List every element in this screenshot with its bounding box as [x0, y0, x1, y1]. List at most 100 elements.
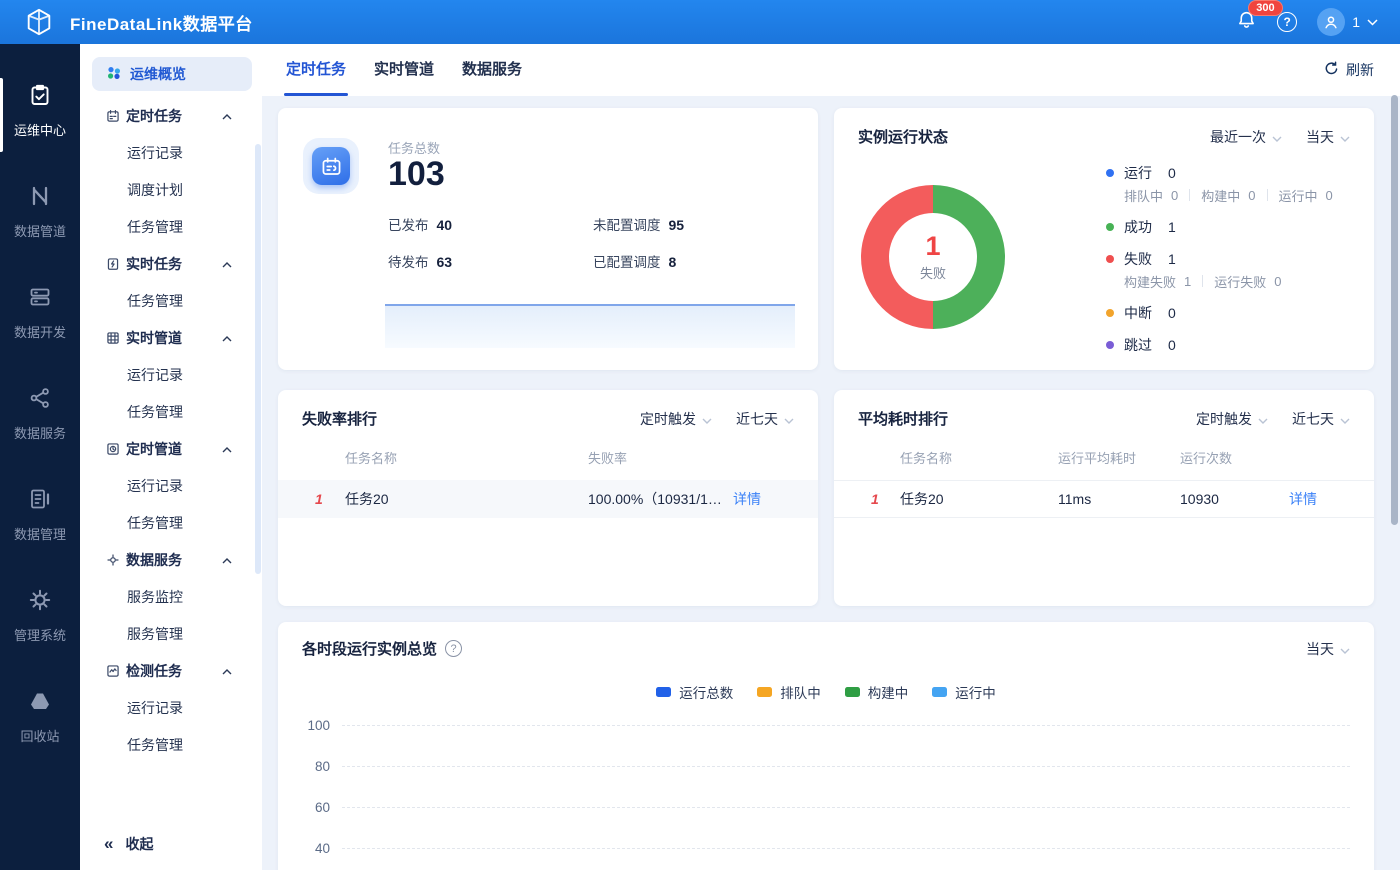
chart-range-filter[interactable]: 当天 — [1306, 639, 1350, 659]
instance-status-card: 实例运行状态 最近一次 当天 1 失败 — [834, 108, 1374, 370]
clock-icon — [106, 442, 120, 456]
dot-icon — [1106, 309, 1114, 317]
rail-item-label: 运维中心 — [13, 123, 66, 138]
chevron-up-icon — [222, 551, 232, 569]
status-range-filter[interactable]: 当天 — [1306, 127, 1350, 147]
menu-item-run-records[interactable]: 运行记录 — [80, 467, 262, 504]
legend-total-runs: 运行总数 — [656, 682, 733, 702]
data-dev-icon — [28, 285, 52, 314]
card-title: 平均耗时排行 — [858, 411, 949, 428]
status-trigger-filter[interactable]: 最近一次 — [1210, 127, 1282, 147]
menu-group-scheduled-pipeline[interactable]: 定时管道 — [80, 430, 262, 467]
collapse-sidebar-button[interactable]: « 收起 — [80, 818, 262, 870]
menu-group-realtime-pipeline[interactable]: 实时管道 — [80, 319, 262, 356]
tab-scheduled-task[interactable]: 定时任务 — [283, 44, 349, 96]
chevron-down-icon — [1258, 411, 1268, 427]
menu-group-detect-task[interactable]: 检测任务 — [80, 652, 262, 689]
menu-group-realtime-task[interactable]: 实时任务 — [80, 245, 262, 282]
menu-item-run-records[interactable]: 运行记录 — [80, 356, 262, 393]
legend-running: 运行 0 — [1106, 162, 1358, 184]
rank-badge: 1 — [315, 491, 323, 507]
menu-item-service-management[interactable]: 服务管理 — [80, 615, 262, 652]
rail-item-recycle-bin[interactable]: 回收站 — [0, 676, 80, 777]
rail-item-system-settings[interactable]: 管理系统 — [0, 575, 80, 676]
chevron-up-icon — [222, 107, 232, 125]
secondary-menu: 运维概览 定时任务 运行记录 调度计划 任务管理 实时任务 任务管理 实时管 — [80, 44, 262, 870]
menu-item-label: 服务管理 — [127, 625, 183, 642]
menu-item-task-management[interactable]: 任务管理 — [80, 393, 262, 430]
menu-item-task-management[interactable]: 任务管理 — [80, 726, 262, 763]
rail-item-label: 管理系统 — [13, 628, 66, 643]
avg-duration-card: 平均耗时排行 定时触发 近七天 任务名称 运行平均耗时 运行次数 — [834, 390, 1374, 606]
rail-item-data-pipeline[interactable]: 数据管道 — [0, 171, 80, 272]
help-icon[interactable]: ? — [445, 640, 463, 657]
status-legend: 运行 0 排队中 0 构建中 0 运行中 0 成功 1 失败 1 构建失败 1 运行失败 0 中… — [1106, 162, 1358, 356]
gridline-row: 40 — [298, 838, 1350, 858]
menu-item-run-records[interactable]: 运行记录 — [80, 134, 262, 171]
detail-link[interactable]: 详情 — [1289, 491, 1317, 507]
duration-range-filter[interactable]: 近七天 — [1292, 409, 1350, 429]
rail-item-data-dev[interactable]: 数据开发 — [0, 272, 80, 373]
main-content: 任务总数 103 已发布 40 未配置调度 95 待发布 63 已配置调度 8 实例运行… — [262, 96, 1400, 870]
calendar-icon — [106, 109, 120, 123]
clipboard-bolt-icon — [106, 257, 120, 271]
rail-item-label: 数据服务 — [13, 426, 66, 441]
task-total-value: 103 — [388, 155, 445, 193]
help-button[interactable]: ? — [1277, 12, 1298, 32]
page-scrollbar[interactable] — [1391, 95, 1398, 525]
donut-center-value: 1 — [925, 230, 941, 261]
menu-item-overview[interactable]: 运维概览 — [92, 57, 252, 91]
task-total-label: 任务总数 — [388, 141, 441, 156]
failure-range-filter[interactable]: 近七天 — [736, 409, 794, 429]
menu-group-scheduled-task[interactable]: 定时任务 — [80, 97, 262, 134]
user-name: 1 — [1352, 14, 1360, 30]
menu-item-schedule-plan[interactable]: 调度计划 — [80, 171, 262, 208]
legend-running-sub: 排队中 0 构建中 0 运行中 0 — [1124, 187, 1333, 204]
refresh-button[interactable]: 刷新 — [1324, 60, 1374, 80]
notification-badge: 300 — [1248, 0, 1283, 16]
gridline-row: 60 — [298, 797, 1350, 817]
menu-item-label: 运行记录 — [127, 366, 183, 383]
avg-duration-value: 11ms — [1058, 491, 1092, 507]
dot-icon — [1106, 255, 1114, 263]
rail-item-data-service[interactable]: 数据服务 — [0, 373, 80, 474]
dot-icon — [1106, 169, 1114, 177]
status-donut-chart: 1 失败 — [861, 185, 1005, 329]
chevron-up-icon — [222, 329, 232, 347]
menu-item-task-management[interactable]: 任务管理 — [80, 282, 262, 319]
menu-item-label: 运行记录 — [127, 477, 183, 494]
failure-trigger-filter[interactable]: 定时触发 — [640, 409, 712, 429]
stat-published: 已发布 40 — [388, 217, 453, 233]
top-header: FineDataLink数据平台 300 ? 1 — [0, 0, 1400, 44]
menu-item-task-management[interactable]: 任务管理 — [80, 504, 262, 541]
rail-item-label: 数据开发 — [13, 325, 66, 340]
card-title: 实例运行状态 — [858, 129, 949, 146]
tab-realtime-pipeline[interactable]: 实时管道 — [374, 61, 435, 78]
gridline-row: 80 — [298, 756, 1350, 776]
chevron-down-icon — [1272, 129, 1282, 145]
refresh-label: 刷新 — [1346, 62, 1374, 78]
notifications-button[interactable]: 300 — [1236, 0, 1283, 35]
menu-group-data-service[interactable]: 数据服务 — [80, 541, 262, 578]
grid-icon — [106, 331, 120, 345]
detail-link[interactable]: 详情 — [733, 491, 761, 507]
menu-item-label: 运行记录 — [127, 699, 183, 716]
duration-trigger-filter[interactable]: 定时触发 — [1196, 409, 1268, 429]
menu-item-task-management[interactable]: 任务管理 — [80, 208, 262, 245]
menu-scrollbar[interactable] — [255, 144, 261, 574]
rail-item-data-management[interactable]: 数据管理 — [0, 474, 80, 575]
menu-item-run-records[interactable]: 运行记录 — [80, 689, 262, 726]
menu-item-label: 任务管理 — [127, 403, 183, 420]
user-menu[interactable]: 1 — [1317, 8, 1378, 36]
swatch-icon — [844, 687, 860, 697]
rail-item-ops-center[interactable]: 运维中心 — [0, 70, 80, 171]
menu-item-service-monitoring[interactable]: 服务监控 — [80, 578, 262, 615]
menu-item-label: 调度计划 — [127, 181, 183, 198]
tab-data-service[interactable]: 数据服务 — [462, 61, 523, 78]
pulse-chart-icon — [106, 664, 120, 678]
app-logo-icon — [24, 7, 54, 37]
dot-icon — [1106, 223, 1114, 231]
menu-list: 定时任务 运行记录 调度计划 任务管理 实时任务 任务管理 实时管道 运行记录 … — [80, 97, 262, 763]
rail-item-label: 回收站 — [20, 729, 60, 744]
task-total-icon — [303, 138, 359, 194]
